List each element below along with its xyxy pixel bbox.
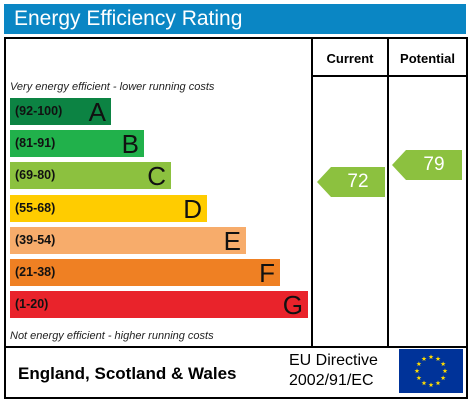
potential-rating-value: 79 <box>423 154 445 175</box>
band-letter: F <box>259 258 275 288</box>
band-range: (55-68) <box>15 201 56 215</box>
band-range: (81-91) <box>15 136 56 150</box>
band-c: (69-80) C <box>10 162 171 189</box>
directive-line-2: 2002/91/EC <box>289 372 374 389</box>
eu-star-icon <box>421 356 427 361</box>
band-d: (55-68) D <box>10 195 207 222</box>
eu-star-icon <box>435 356 441 361</box>
caption-bottom: Not energy efficient - higher running co… <box>10 330 214 342</box>
eu-directive: EU Directive 2002/91/EC <box>289 351 378 391</box>
band-letter: D <box>183 194 202 224</box>
rating-chart: Current Potential Very energy efficient … <box>4 37 468 348</box>
eu-star-icon <box>414 368 420 374</box>
directive-line-1: EU Directive <box>289 352 378 369</box>
column-divider-current <box>311 39 313 346</box>
band-range: (92-100) <box>15 104 63 118</box>
band-letter: B <box>121 129 139 159</box>
title-bar: Energy Efficiency Rating <box>4 4 466 34</box>
eu-star-icon <box>428 382 434 388</box>
current-arrow-shape <box>317 167 385 197</box>
region-label: England, Scotland & Wales <box>18 364 237 383</box>
band-letter: C <box>147 161 166 191</box>
eu-star-icon <box>440 361 446 367</box>
eu-star-icon <box>440 375 446 381</box>
caption-top: Very energy efficient - lower running co… <box>10 81 215 93</box>
band-a: (92-100) A <box>10 98 111 125</box>
footer: England, Scotland & Wales EU Directive 2… <box>4 345 468 399</box>
band-e: (39-54) E <box>10 227 246 254</box>
band-range: (39-54) <box>15 233 56 247</box>
eu-star-icon <box>416 375 422 381</box>
potential-arrow-shape <box>392 150 462 180</box>
band-letter: G <box>282 290 303 320</box>
current-rating-value: 72 <box>347 171 369 192</box>
band-range: (21-38) <box>15 265 56 279</box>
header-divider <box>313 75 466 77</box>
band-b: (81-91) B <box>10 130 144 157</box>
eu-star-icon <box>435 380 441 386</box>
column-divider-potential <box>387 39 389 346</box>
eu-flag-icon <box>399 349 463 393</box>
page-title: Energy Efficiency Rating <box>14 7 243 30</box>
column-header-potential: Potential <box>400 51 455 66</box>
band-range: (69-80) <box>15 168 56 182</box>
current-rating-arrow: 72 <box>317 167 387 197</box>
eu-star-icon <box>416 361 422 367</box>
band-g: (1-20) G <box>10 291 308 318</box>
band-letter: A <box>88 97 106 127</box>
eu-star-icon <box>421 380 427 386</box>
eu-star-icon <box>442 368 448 374</box>
band-range: (1-20) <box>15 297 49 311</box>
potential-rating-arrow: 79 <box>392 150 464 180</box>
eu-star-icon <box>428 354 434 360</box>
band-f: (21-38) F <box>10 259 280 286</box>
column-header-current: Current <box>326 51 374 66</box>
band-letter: E <box>223 226 241 256</box>
